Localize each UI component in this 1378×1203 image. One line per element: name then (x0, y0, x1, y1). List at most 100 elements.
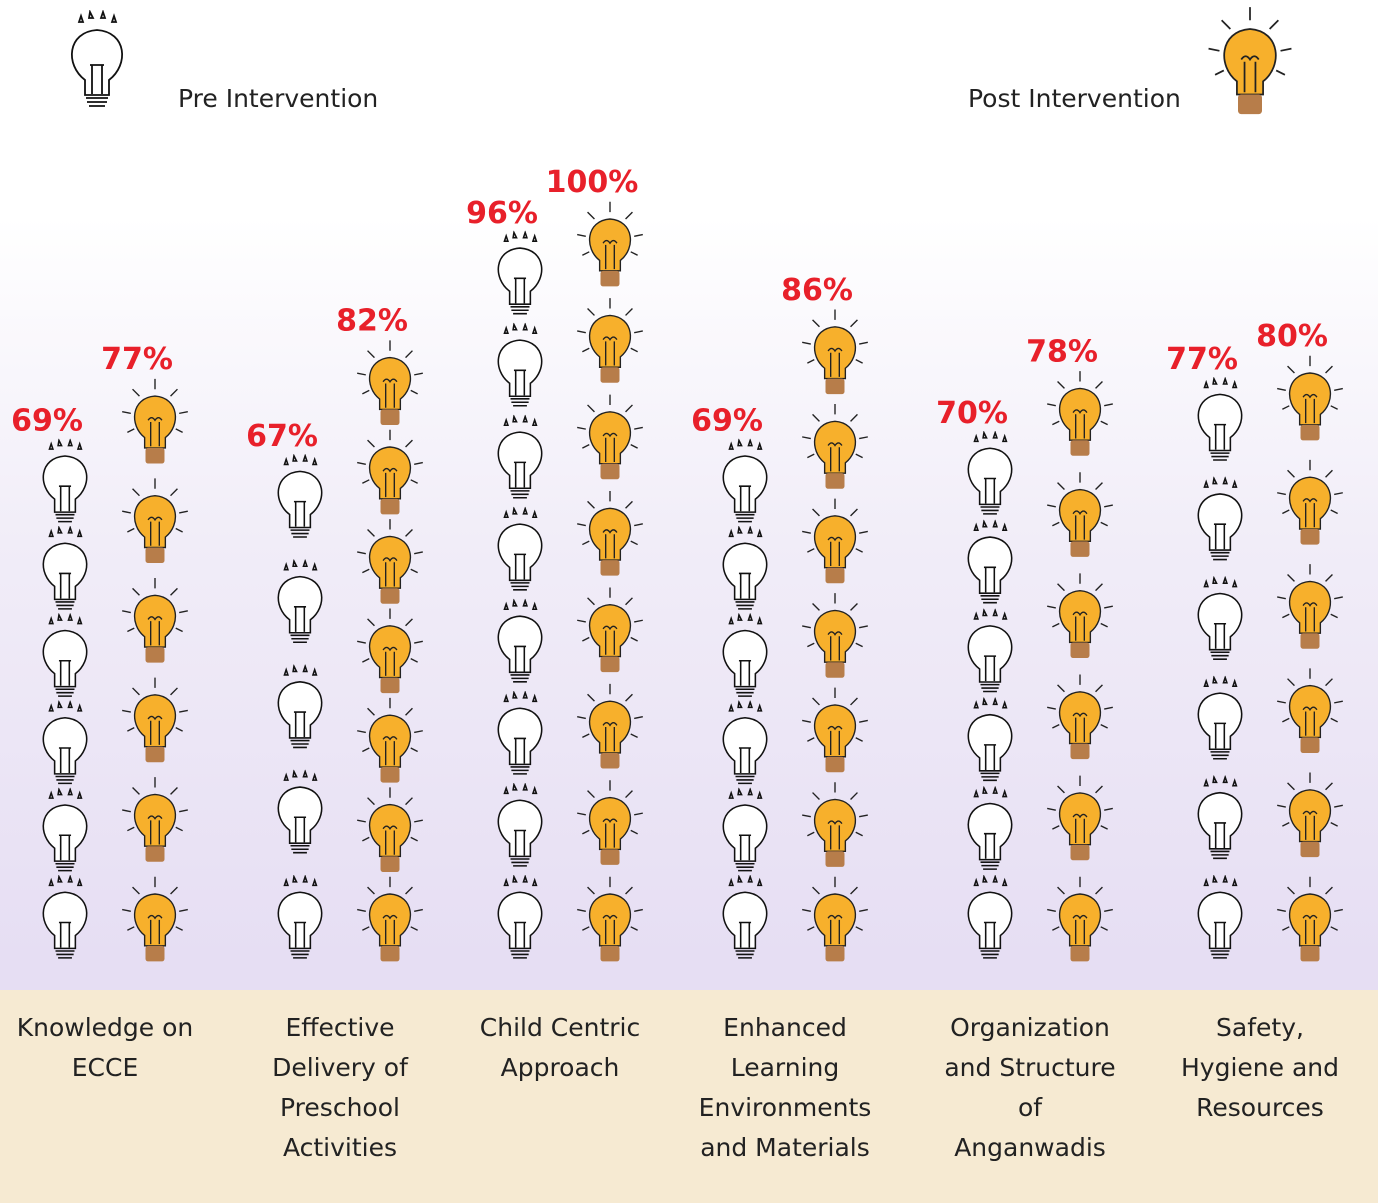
bar (1047, 371, 1113, 961)
bulb-icon (577, 298, 643, 383)
bulb-icon (498, 325, 541, 406)
bulb-icon (498, 601, 541, 682)
bulb-icon (357, 609, 423, 694)
category-label: Enhanced Learning Environments and Mater… (695, 1008, 875, 1168)
bulb-icon (1277, 773, 1343, 858)
bulb-icon (1277, 668, 1343, 753)
bulb-icon (577, 587, 643, 672)
bulb-icon (357, 519, 423, 604)
bulb-icon (723, 877, 766, 958)
bulb-icon (357, 340, 423, 425)
bulb-icon (498, 509, 541, 590)
legend-icon (1209, 7, 1292, 114)
bulb-icon (968, 610, 1011, 691)
value-label: 69% (11, 404, 83, 439)
bulb-icon (1047, 674, 1113, 759)
value-label: 96% (466, 196, 538, 231)
bar (357, 340, 423, 961)
bulb-icon (1277, 356, 1343, 441)
bulb-icon (43, 789, 86, 870)
bulb-icon (723, 702, 766, 783)
bulb-icon (1277, 564, 1343, 649)
bulb-icon (43, 877, 86, 958)
bulb-icon (498, 693, 541, 774)
bulb-icon (802, 404, 868, 489)
bulb-icon (122, 578, 188, 663)
bulb-icon (1047, 776, 1113, 861)
bar (122, 379, 188, 962)
value-label: 70% (936, 396, 1008, 431)
bulb-icon (357, 698, 423, 783)
bulb-icon (1277, 877, 1343, 962)
bulb-icon (802, 310, 868, 395)
bulb-icon (122, 777, 188, 862)
value-label: 77% (1166, 342, 1238, 377)
bulb-icon (802, 593, 868, 678)
bulb-icon (498, 417, 541, 498)
bulb-icon (122, 379, 188, 464)
bulb-icon (43, 528, 86, 609)
bulb-icon (1198, 578, 1241, 659)
bulb-icon (723, 440, 766, 521)
bulb-icon (278, 877, 321, 958)
bulb-icon (1047, 371, 1113, 456)
bulb-icon (43, 615, 86, 696)
bulb-icon (43, 702, 86, 783)
value-label: 82% (336, 304, 408, 339)
bulb-icon (1047, 472, 1113, 557)
bulb-icon (1047, 573, 1113, 658)
category-label: Child Centric Approach (470, 1008, 650, 1088)
bulb-icon (968, 699, 1011, 780)
bar (723, 440, 766, 957)
bar (577, 202, 643, 962)
value-label: 67% (246, 419, 318, 454)
bulb-icon (1047, 877, 1113, 962)
bar (43, 440, 86, 957)
bulb-icon (278, 666, 321, 747)
bulb-icon (577, 491, 643, 576)
bulb-icon (357, 787, 423, 872)
value-label: 78% (1026, 334, 1098, 369)
bulb-icon (498, 233, 541, 314)
bulb-icon (1277, 460, 1343, 545)
category-label: Safety, Hygiene and Resources (1170, 1008, 1350, 1128)
bulb-icon (968, 522, 1011, 603)
bulb-icon (968, 877, 1011, 958)
value-label: 77% (101, 342, 173, 377)
bulb-icon (577, 877, 643, 962)
value-label: 69% (691, 404, 763, 439)
value-label: 86% (781, 273, 853, 308)
category-label: Effective Delivery of Preschool Activiti… (250, 1008, 430, 1168)
bulb-icon (122, 478, 188, 563)
bulb-icon (1198, 777, 1241, 858)
bar (802, 310, 868, 962)
bulb-icon (723, 615, 766, 696)
bulb-icon (802, 688, 868, 773)
infographic: Pre Intervention Post Intervention (0, 0, 1378, 1203)
bulb-icon (577, 202, 643, 287)
bulb-icon (498, 785, 541, 866)
category-label: Organization and Structure of Anganwadis (940, 1008, 1120, 1168)
bar (1277, 356, 1343, 962)
bar (498, 233, 541, 958)
bulb-icon (1198, 877, 1241, 958)
bulb-icon (122, 877, 188, 962)
bulb-icon (968, 788, 1011, 869)
bulb-icon (577, 780, 643, 865)
bulb-icon (122, 678, 188, 763)
bulb-icon (278, 561, 321, 642)
bulb-icon (802, 782, 868, 867)
legend-icon (72, 12, 122, 106)
bulb-icon (43, 440, 86, 521)
value-label: 80% (1256, 319, 1328, 354)
bar (1198, 379, 1241, 958)
bulb-icon (498, 877, 541, 958)
bulb-icon (802, 499, 868, 584)
bulb-icon (357, 877, 423, 962)
bulb-icon (278, 456, 321, 537)
bulb-icon (723, 528, 766, 609)
bulb-icon (1198, 478, 1241, 559)
bulb-icon (723, 789, 766, 870)
bulb-icon (968, 433, 1011, 514)
bar (278, 456, 321, 958)
